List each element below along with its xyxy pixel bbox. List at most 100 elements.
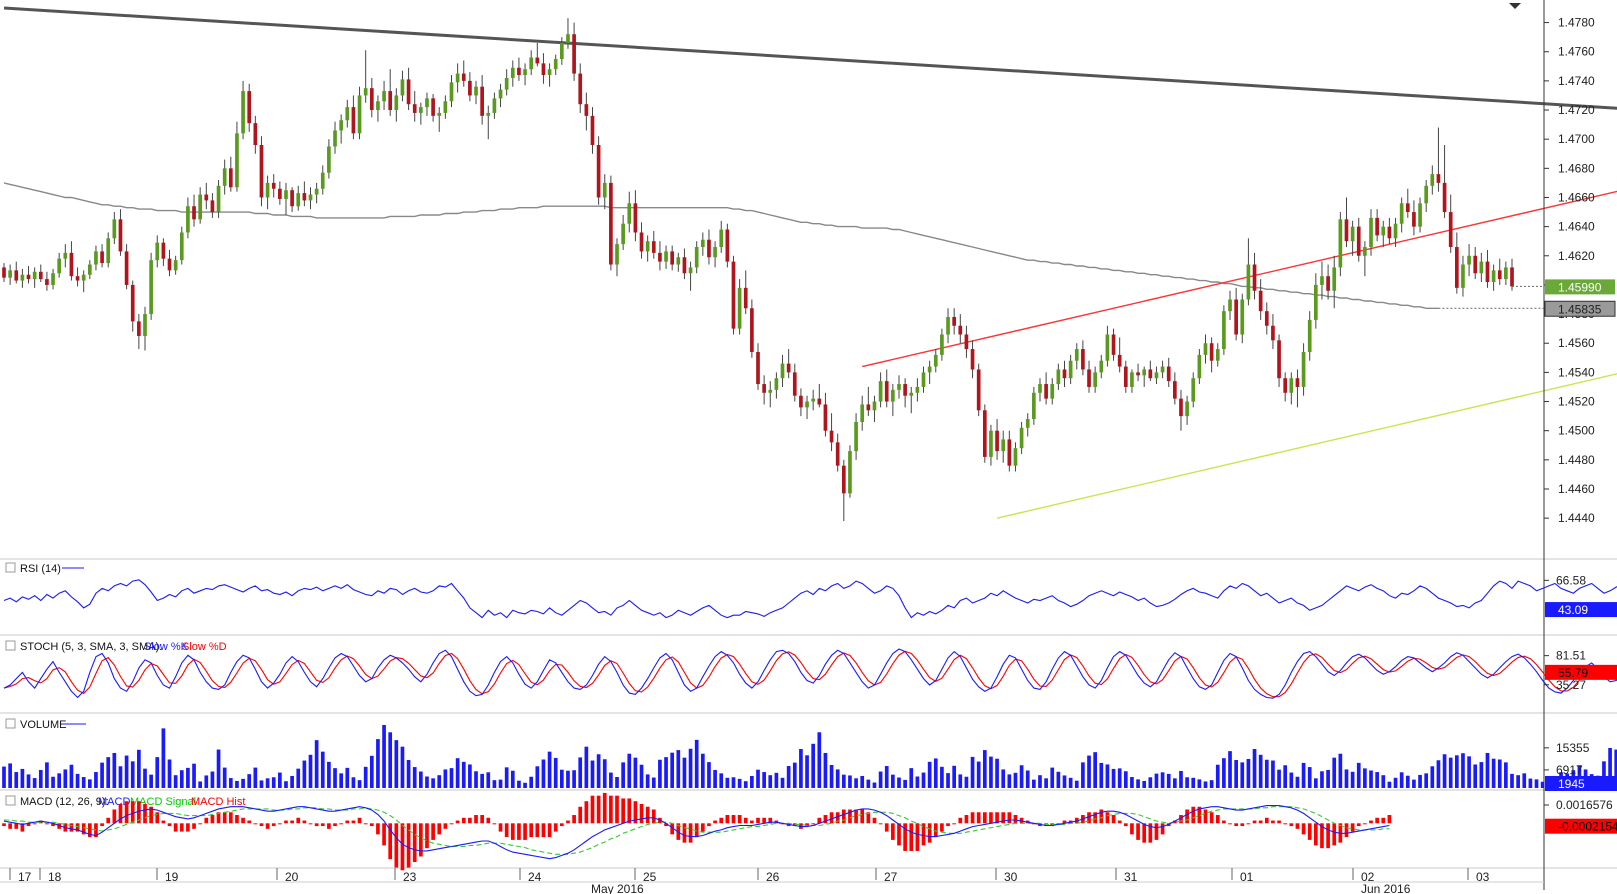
macd-last-label: -0.0002154 [1558, 820, 1617, 834]
volume-bar [449, 768, 454, 788]
volume-bar [1473, 764, 1478, 788]
volume-bar [45, 762, 49, 788]
volume-bar [1185, 777, 1189, 788]
macd-hist-bar [112, 809, 117, 824]
candle-body [492, 98, 497, 113]
macd-hist-bar [970, 812, 975, 824]
volume-bar [700, 753, 705, 788]
macd-hist-bar [590, 795, 595, 824]
candle-body [1510, 267, 1514, 287]
day-label: 27 [884, 870, 898, 884]
macd-hist-bar [713, 820, 717, 824]
candle-body [627, 203, 632, 224]
candle-body [688, 267, 693, 274]
volume-bar [351, 777, 356, 788]
volume-close-icon[interactable] [5, 718, 16, 729]
volume-bar [1277, 769, 1281, 788]
volume-bar [210, 771, 215, 788]
volume-bar [1454, 755, 1459, 788]
candle-body [1062, 369, 1067, 379]
volume-bar [835, 769, 840, 788]
volume-bar [1062, 775, 1067, 788]
volume-bar [1363, 768, 1367, 788]
volume-bar [419, 771, 423, 788]
macd-hist-bar [1240, 823, 1245, 827]
macd-close-icon[interactable] [5, 795, 16, 806]
volume-bar [682, 757, 687, 788]
volume-bar [658, 759, 662, 788]
volume-bar [1405, 775, 1410, 788]
candle-body [609, 182, 613, 265]
candle-body [737, 287, 742, 329]
candle-body [878, 381, 883, 402]
price-tick-label: 1.4520 [1558, 395, 1595, 409]
macd-hist-bar [222, 812, 227, 824]
volume-bar [81, 777, 86, 788]
candle-body [419, 107, 423, 113]
macd-hist-bar [848, 809, 852, 824]
candle-body [443, 101, 448, 113]
macd-signal-line [4, 806, 1390, 855]
volume-bar [559, 769, 564, 788]
macd-hist-bar [161, 820, 166, 824]
macd-hist-bar [553, 823, 558, 832]
candle-body [345, 107, 350, 121]
macd-hist-bar [1387, 815, 1392, 824]
volume-bar [179, 770, 184, 788]
candle-body [1363, 247, 1367, 256]
scroll-down-icon[interactable] [1509, 3, 1521, 9]
macd-hist-bar [388, 823, 393, 860]
volume-bar [1234, 760, 1238, 788]
price-axis[interactable]: 1.4780 1.4760 1.4740 1.4720 1.4700 1.4680 1.46… [1438, 16, 1616, 526]
volume-bar [253, 767, 258, 788]
candle-body [1412, 212, 1416, 227]
rsi-close-icon[interactable] [5, 562, 16, 573]
stochastic-panel[interactable]: STOCH (5, 3, SMA, 3, SMA): Slow %K Slow … [3, 640, 1617, 699]
macd-last-badge [1545, 818, 1617, 834]
macd-hist-bar [1234, 823, 1238, 827]
volume-bar [357, 780, 362, 788]
candle-body [1148, 369, 1153, 379]
candle-body [45, 279, 49, 285]
candle-body [241, 91, 245, 134]
stoch-close-icon[interactable] [5, 640, 16, 651]
candle-body [682, 257, 687, 274]
volume-bar [1160, 772, 1165, 788]
volume-bar [1228, 751, 1232, 788]
macd-hist-bar [982, 812, 987, 824]
volume-bar [792, 762, 797, 788]
volume-bar [517, 780, 521, 788]
macd-hist-bar [2, 823, 6, 827]
volume-bar [167, 759, 172, 788]
day-label: 26 [766, 870, 780, 884]
volume-bar [161, 728, 166, 788]
candle-body [308, 194, 313, 201]
candle-body [247, 91, 252, 124]
candle-body [762, 384, 766, 393]
price-panel[interactable] [2, 6, 1617, 522]
candle-body [87, 264, 92, 275]
macd-hist-bar [1215, 815, 1220, 824]
macd-hist-bar [1295, 823, 1300, 829]
rsi-panel[interactable]: RSI (14) 66.58 43.09 [3, 562, 1617, 619]
candle-body [1185, 401, 1189, 417]
macd-hist-bar [811, 823, 816, 825]
candle-body [149, 260, 153, 315]
macd-hist-bar [449, 823, 454, 825]
volume-bar [228, 778, 233, 788]
volume-bar [510, 770, 515, 788]
volume-bar [1393, 777, 1398, 788]
macd-hist-bar [897, 823, 901, 846]
volume-bar [1614, 749, 1617, 788]
macd-hist-bar [731, 815, 736, 824]
macd-panel[interactable]: MACD (12, 26, 9): MACD MACD Signal MACD … [2, 792, 1617, 871]
macd-hist-bar [443, 823, 448, 829]
volume-bar [964, 776, 969, 788]
channel-top-trendline [862, 190, 1617, 368]
volume-bar [1246, 758, 1251, 788]
candle-body [774, 378, 779, 390]
volume-bar [1283, 765, 1288, 788]
time-axis[interactable]: 17 18 19 20 23 24 25 26 27 30 31 01 02 03 May 2016 Jun … [0, 868, 1544, 894]
